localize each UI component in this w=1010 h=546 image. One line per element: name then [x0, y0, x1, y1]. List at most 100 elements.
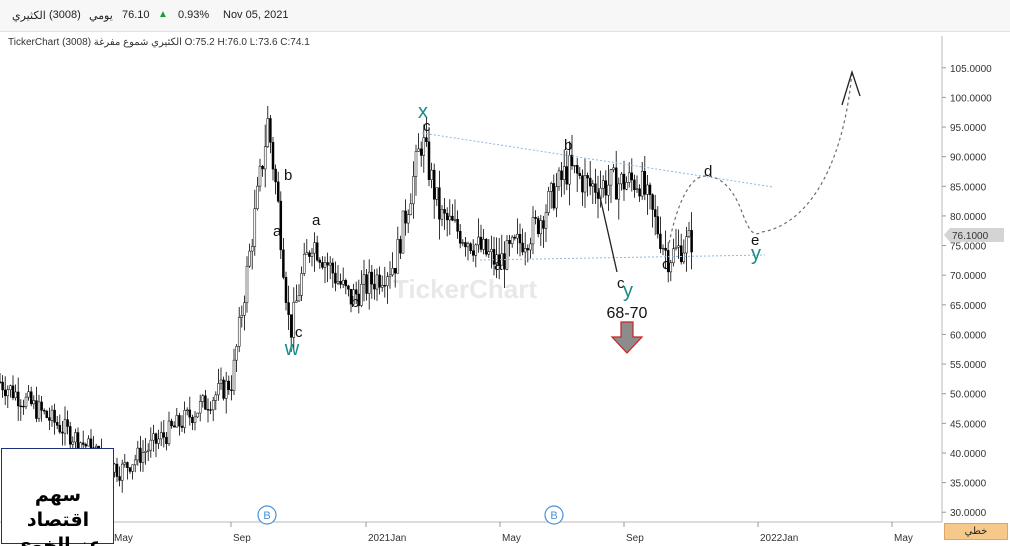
x-tick-label: 2021Jan — [368, 533, 406, 544]
candle-body — [690, 230, 693, 253]
candle-body — [458, 231, 462, 244]
scale-toggle-button[interactable]: خطي — [944, 523, 1008, 540]
candle-body — [669, 262, 673, 273]
candle-body — [531, 217, 535, 245]
candle-body — [16, 391, 20, 407]
candle-body — [253, 208, 257, 247]
candle-body — [141, 452, 145, 463]
candle-body — [373, 283, 376, 290]
candle-body — [66, 419, 69, 427]
candle-body — [687, 230, 691, 237]
candle-body — [274, 168, 277, 183]
candle-body — [123, 462, 127, 465]
candle-body — [6, 389, 10, 397]
candle-body — [591, 183, 595, 187]
candle-body — [612, 167, 615, 170]
stock-name[interactable]: الكثيري — [12, 10, 46, 22]
candle-body — [71, 441, 75, 445]
chart-info-line: TickerChart الكثيري شموع مفرغة (3008) O:… — [8, 37, 310, 48]
candle-body — [214, 394, 218, 401]
candle-body — [469, 243, 472, 252]
candle-body — [243, 302, 246, 316]
y-tick-label: 65.0000 — [950, 301, 987, 312]
candle-body — [237, 317, 241, 347]
wave-label-c: c — [617, 275, 625, 292]
candle-body — [146, 449, 150, 452]
candle-body — [1, 381, 4, 391]
candle-body — [607, 184, 610, 196]
candle-body — [521, 242, 524, 253]
candle-body — [432, 169, 436, 200]
candle-body — [167, 420, 171, 444]
candle-body — [115, 463, 119, 477]
candle-body — [547, 191, 550, 213]
candle-body — [289, 314, 293, 338]
candle-body — [661, 247, 665, 250]
y-tick-label: 80.0000 — [950, 212, 987, 223]
svg-text:B: B — [263, 510, 270, 522]
chart-header-bar: الكثيري (3008) يومي 76.10 ▲ 0.93% Nov 05… — [0, 0, 1010, 32]
candle-body — [191, 416, 194, 424]
candle-body — [19, 405, 23, 408]
candle-body — [341, 280, 345, 285]
candle-body — [482, 239, 485, 250]
stock-symbol[interactable]: (3008) — [49, 9, 81, 21]
candle-body — [222, 379, 225, 399]
y-tick-label: 100.0000 — [950, 93, 992, 104]
y-tick-label: 90.0000 — [950, 153, 987, 164]
candle-body — [321, 262, 324, 268]
candle-body — [443, 209, 446, 214]
candle-body — [557, 170, 561, 188]
wave-label-d: d — [704, 163, 712, 180]
candle-body — [360, 283, 363, 306]
candle-body — [300, 273, 303, 296]
candle-body — [380, 285, 384, 288]
wave-label-a: a — [494, 257, 503, 274]
candle-body — [451, 215, 454, 221]
candle-body — [68, 426, 72, 445]
candle-body — [310, 252, 314, 257]
candle-body — [464, 242, 467, 248]
candle-body — [58, 425, 62, 433]
candle-body — [230, 389, 233, 391]
candle-body — [235, 346, 238, 361]
candle-body — [630, 172, 634, 181]
candle-body — [427, 141, 431, 181]
timeframe[interactable]: يومي — [89, 10, 113, 22]
candle-body — [118, 476, 121, 481]
wave-label-a: a — [273, 223, 282, 240]
candle-body — [594, 183, 597, 193]
candle-body — [266, 118, 270, 147]
wave-label-c: c — [295, 324, 303, 341]
candle-body — [393, 268, 397, 274]
target-label: 68-70 — [607, 305, 648, 322]
candle-body — [149, 439, 153, 451]
wave-labels: b a c a b c a b c c d e w x y y — [273, 101, 761, 360]
candle-body — [256, 185, 259, 209]
down-arrow-icon — [610, 321, 644, 354]
candle-body — [677, 245, 680, 248]
candle-body — [365, 274, 368, 294]
svg-text:76.1000: 76.1000 — [952, 231, 989, 242]
candle-body — [165, 436, 168, 444]
candle-body — [640, 171, 644, 197]
candle-body — [456, 219, 459, 232]
candle-body — [575, 165, 579, 174]
wave-label-y: y — [623, 280, 633, 302]
candle-body — [409, 203, 413, 215]
candle-body — [565, 166, 569, 185]
event-marker-1[interactable]: B — [257, 505, 277, 525]
candle-body — [609, 169, 613, 186]
candle-body — [193, 416, 197, 424]
candle-body — [383, 285, 387, 287]
candle-body — [334, 272, 337, 284]
y-tick-label: 60.0000 — [950, 330, 987, 341]
x-axis-labels: May Sep 2021Jan May Sep 2022Jan May — [111, 522, 913, 544]
candle-body — [601, 180, 605, 189]
candle-body — [664, 247, 667, 251]
event-marker-2[interactable]: B — [544, 505, 564, 525]
candle-body — [354, 289, 358, 295]
change-up-icon: ▲ — [158, 9, 168, 20]
candle-body — [674, 246, 678, 249]
price-chart[interactable]: TickerChart الكثيري شموع مفرغة (3008) O:… — [0, 32, 1010, 546]
